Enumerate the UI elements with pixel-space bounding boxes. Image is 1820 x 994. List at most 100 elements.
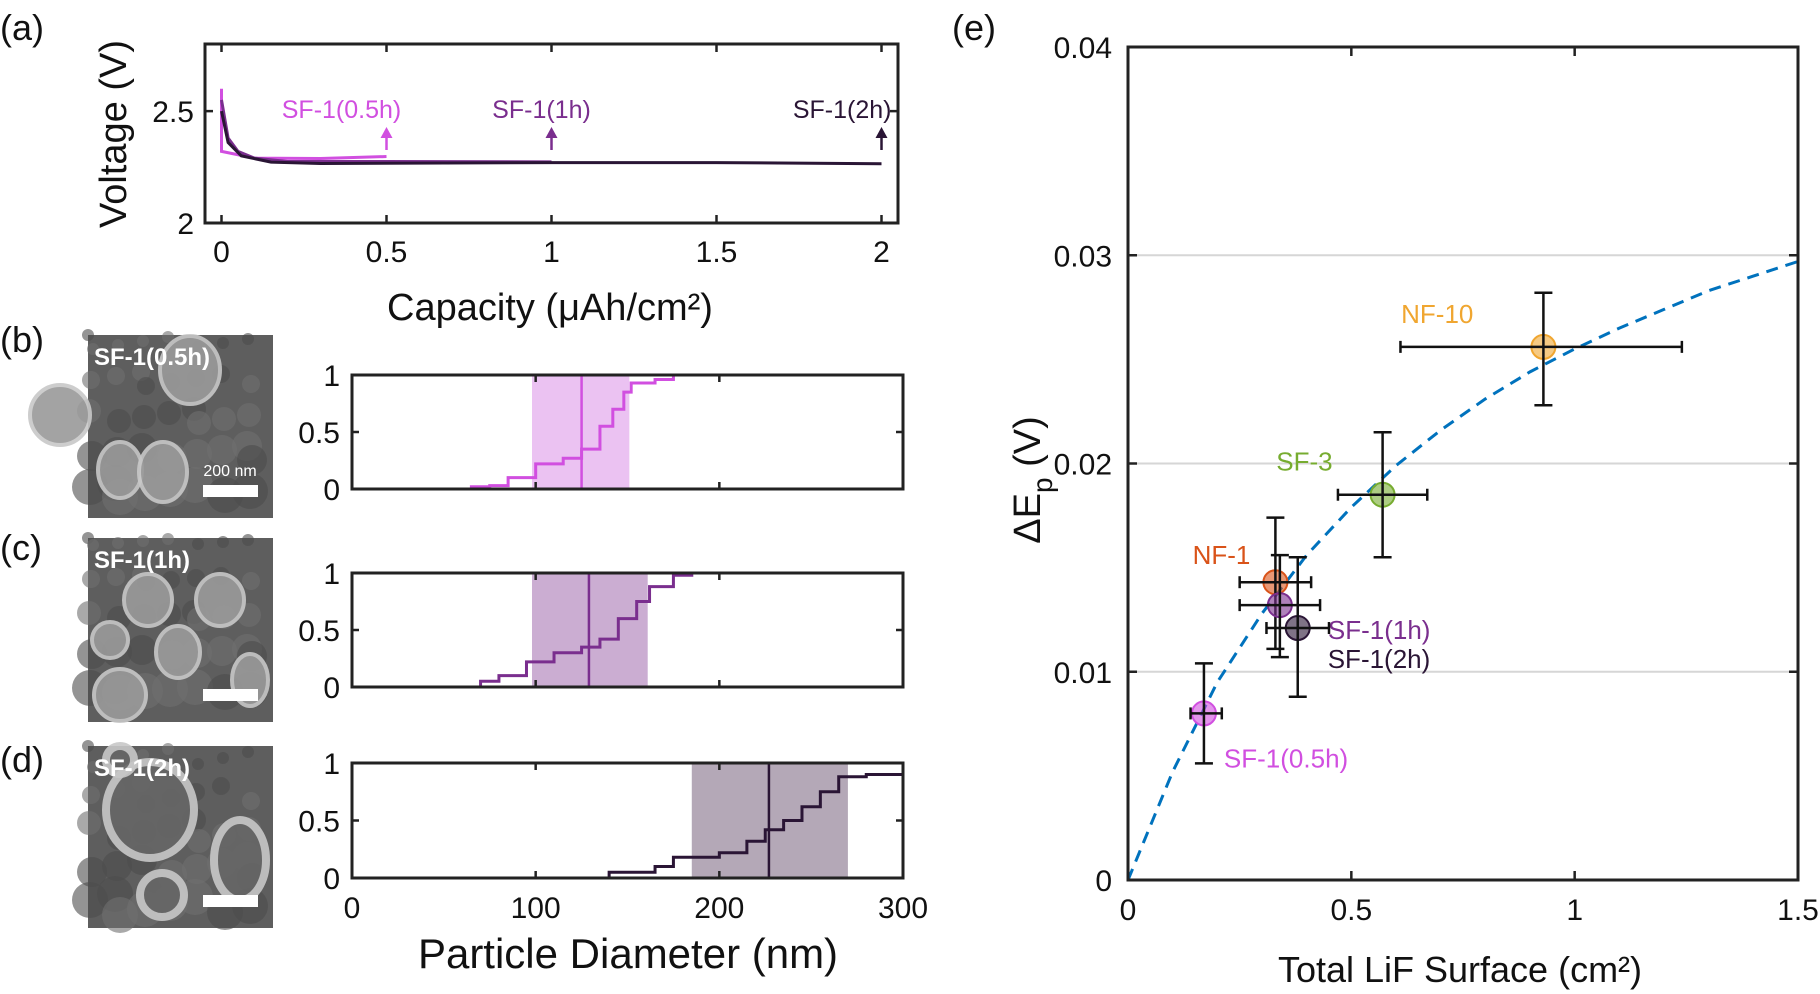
cdf-curve: [581, 768, 905, 880]
y-label-unit: (V): [1007, 416, 1049, 477]
y-tick-label: 0.5: [298, 615, 340, 648]
x-tick-label: 1: [1566, 894, 1583, 927]
arrow-head-icon: [875, 127, 888, 138]
sem-texture: [112, 537, 124, 549]
sem-label: SF-1(0.5h): [94, 344, 210, 371]
sem-texture: [162, 533, 174, 545]
y-tick-label: 0.01: [1054, 657, 1112, 690]
point-label: NF-10: [1401, 299, 1473, 329]
sem-texture: [107, 568, 125, 586]
y-label-sub: p: [1027, 477, 1058, 493]
panel-label-d: (d): [0, 739, 44, 780]
x-tick-label: 100: [511, 892, 561, 925]
y-tick-label: 0: [323, 672, 340, 705]
x-tick-label: 1.5: [696, 236, 738, 269]
sem-particle: [96, 440, 144, 500]
sem-texture: [127, 635, 157, 665]
sem-particle: [154, 624, 202, 680]
sem-texture: [72, 882, 108, 918]
scale-bar: [203, 689, 258, 701]
x-axis-label: Particle Diameter (nm): [418, 930, 838, 977]
arrow-head-icon: [380, 127, 393, 138]
y-tick-label: 0: [1095, 865, 1112, 898]
sem-texture: [102, 851, 132, 881]
sem-particle: [122, 572, 174, 628]
y-tick-label: 2.5: [152, 96, 194, 129]
panel-label-c: (c): [0, 527, 42, 568]
point-label: SF-1(2h): [1328, 644, 1431, 674]
y-tick-label: 2: [177, 208, 194, 241]
sem-texture: [242, 375, 260, 393]
x-tick-label: 0.5: [366, 236, 408, 269]
y-axis-label: ΔEp (V): [1007, 416, 1058, 544]
data-point: SF-1(0.5h): [1189, 662, 1348, 773]
sem-texture: [82, 570, 100, 588]
sem-texture: [157, 401, 181, 425]
y-label-main: ΔE: [1007, 493, 1049, 544]
sem-particle: [102, 742, 138, 778]
x-axis-label: Total LiF Surface (cm²): [1278, 949, 1642, 990]
annotation-label: SF-1(1h): [492, 96, 591, 124]
panel-label-e: (e): [952, 7, 996, 48]
y-tick-label: 0.03: [1054, 240, 1112, 273]
sem-texture: [82, 371, 100, 389]
y-tick-label: 0.5: [298, 806, 340, 839]
sem-particle: [158, 334, 222, 406]
data-point: NF-1: [1193, 516, 1313, 651]
sem-texture: [82, 740, 94, 752]
sem-image: SF-1(1h): [72, 532, 273, 723]
sem-texture: [162, 331, 174, 343]
sem-particle: [194, 572, 246, 628]
data-point: SF-3: [1276, 431, 1429, 559]
sem-texture: [242, 746, 254, 758]
sem-texture: [217, 337, 229, 349]
sem-texture: [237, 445, 267, 475]
sem-texture: [187, 411, 211, 435]
sem-texture: [242, 572, 260, 590]
y-axis-label: Voltage (V): [93, 40, 135, 228]
sem-texture: [77, 857, 107, 887]
sem-texture: [192, 758, 204, 770]
sem-particle: [92, 667, 148, 723]
x-tick-label: 1.5: [1777, 894, 1819, 927]
sem-texture: [102, 897, 138, 933]
fit-curve: [1126, 260, 1799, 881]
sem-texture: [87, 761, 99, 773]
sem-texture: [137, 335, 149, 347]
sem-texture: [217, 536, 229, 548]
point-label: SF-3: [1276, 447, 1332, 477]
sem-particle: [28, 383, 92, 447]
sem-texture: [77, 601, 101, 625]
x-tick-label: 0.5: [1330, 894, 1372, 927]
x-axis-label: Capacity (μAh/cm²): [387, 287, 713, 329]
sem-texture: [242, 333, 254, 345]
scale-bar: [203, 485, 258, 497]
cdf-curve: [469, 573, 694, 689]
sem-texture: [192, 538, 204, 550]
sem-particle: [137, 440, 189, 504]
x-tick-label: 300: [878, 892, 928, 925]
point-label: SF-1(0.5h): [1224, 743, 1348, 773]
y-tick-label: 1: [323, 558, 340, 591]
sem-texture: [77, 811, 101, 835]
scale-bar: [203, 895, 258, 907]
panel-label-b: (b): [0, 319, 44, 360]
arrow-head-icon: [545, 127, 558, 138]
sem-texture: [107, 367, 125, 385]
sem-particle: [210, 816, 270, 904]
sem-texture: [207, 636, 237, 666]
data-point: SF-1(1h): [1238, 553, 1430, 659]
sem-texture: [82, 329, 94, 341]
x-tick-label: 0: [213, 236, 230, 269]
sem-texture: [187, 829, 211, 853]
sem-particle: [136, 869, 188, 921]
y-tick-label: 0: [323, 474, 340, 507]
sem-texture: [132, 405, 156, 429]
x-tick-label: 200: [694, 892, 744, 925]
y-tick-label: 1: [323, 360, 340, 393]
sem-texture: [182, 439, 212, 469]
sem-texture: [207, 435, 237, 465]
sem-texture: [212, 407, 236, 431]
scale-bar-label: 200 nm: [203, 463, 256, 480]
